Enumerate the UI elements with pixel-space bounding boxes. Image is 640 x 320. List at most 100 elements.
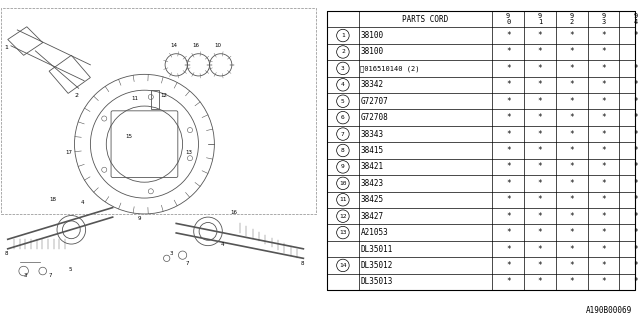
Text: 10: 10 bbox=[339, 181, 347, 186]
Text: *: * bbox=[506, 130, 511, 139]
Text: *: * bbox=[633, 64, 637, 73]
Text: *: * bbox=[538, 228, 542, 237]
Text: *: * bbox=[538, 64, 542, 73]
Text: *: * bbox=[506, 179, 511, 188]
Text: *: * bbox=[601, 179, 606, 188]
Text: *: * bbox=[506, 31, 511, 40]
Text: *: * bbox=[633, 244, 637, 253]
Text: *: * bbox=[538, 179, 542, 188]
Text: *: * bbox=[538, 146, 542, 155]
Text: 3: 3 bbox=[24, 273, 27, 278]
Text: 9
3: 9 3 bbox=[602, 13, 605, 25]
Text: *: * bbox=[570, 163, 574, 172]
Text: 38342: 38342 bbox=[360, 80, 383, 89]
Text: *: * bbox=[601, 97, 606, 106]
Text: 38100: 38100 bbox=[360, 47, 383, 56]
Text: *: * bbox=[633, 97, 637, 106]
Text: *: * bbox=[601, 261, 606, 270]
Text: 11: 11 bbox=[339, 197, 347, 202]
Text: 9
1: 9 1 bbox=[538, 13, 542, 25]
Text: *: * bbox=[570, 212, 574, 221]
Text: 12: 12 bbox=[339, 214, 347, 219]
Text: *: * bbox=[633, 261, 637, 270]
Text: *: * bbox=[633, 179, 637, 188]
Text: *: * bbox=[570, 113, 574, 122]
Text: 4: 4 bbox=[81, 200, 84, 205]
Text: *: * bbox=[570, 277, 574, 286]
Text: *: * bbox=[601, 130, 606, 139]
Text: 1: 1 bbox=[4, 45, 8, 50]
Text: DL35011: DL35011 bbox=[360, 244, 393, 253]
Text: DL35013: DL35013 bbox=[360, 277, 393, 286]
Text: *: * bbox=[570, 97, 574, 106]
Text: 16: 16 bbox=[192, 44, 199, 48]
Text: G72707: G72707 bbox=[360, 97, 388, 106]
Text: *: * bbox=[633, 146, 637, 155]
Text: *: * bbox=[538, 113, 542, 122]
Text: *: * bbox=[570, 31, 574, 40]
Text: *: * bbox=[633, 195, 637, 204]
Text: 8: 8 bbox=[300, 261, 304, 266]
Text: *: * bbox=[570, 244, 574, 253]
Text: 38421: 38421 bbox=[360, 163, 383, 172]
Text: *: * bbox=[633, 80, 637, 89]
Text: *: * bbox=[538, 244, 542, 253]
Text: *: * bbox=[601, 228, 606, 237]
Text: 7: 7 bbox=[186, 261, 189, 266]
Text: *: * bbox=[506, 113, 511, 122]
Text: *: * bbox=[538, 277, 542, 286]
Text: Ⓑ016510140 (2): Ⓑ016510140 (2) bbox=[360, 65, 420, 72]
Text: 5: 5 bbox=[68, 267, 72, 272]
Text: *: * bbox=[570, 130, 574, 139]
Text: 16: 16 bbox=[230, 210, 237, 215]
Text: 4: 4 bbox=[341, 82, 345, 87]
Text: A21053: A21053 bbox=[360, 228, 388, 237]
Text: 9: 9 bbox=[138, 216, 141, 221]
Text: 11: 11 bbox=[132, 96, 139, 101]
Text: 14: 14 bbox=[339, 263, 347, 268]
Text: *: * bbox=[601, 277, 606, 286]
Text: *: * bbox=[570, 261, 574, 270]
Text: 9
2: 9 2 bbox=[570, 13, 574, 25]
Text: *: * bbox=[538, 31, 542, 40]
Text: *: * bbox=[570, 80, 574, 89]
Text: *: * bbox=[506, 47, 511, 56]
Text: *: * bbox=[538, 47, 542, 56]
Text: DL35012: DL35012 bbox=[360, 261, 393, 270]
Text: *: * bbox=[506, 80, 511, 89]
Text: 15: 15 bbox=[125, 134, 132, 139]
Text: *: * bbox=[570, 47, 574, 56]
Text: 9
0: 9 0 bbox=[506, 13, 510, 25]
Text: *: * bbox=[601, 195, 606, 204]
Text: 8: 8 bbox=[341, 148, 345, 153]
Text: 17: 17 bbox=[65, 150, 72, 155]
Text: *: * bbox=[570, 64, 574, 73]
Text: *: * bbox=[538, 163, 542, 172]
Text: 38343: 38343 bbox=[360, 130, 383, 139]
Text: *: * bbox=[601, 113, 606, 122]
Text: 10: 10 bbox=[214, 44, 221, 48]
Text: A190B00069: A190B00069 bbox=[586, 307, 632, 316]
Text: 6: 6 bbox=[341, 115, 345, 120]
Text: *: * bbox=[601, 47, 606, 56]
Text: 38415: 38415 bbox=[360, 146, 383, 155]
Text: 7: 7 bbox=[341, 132, 345, 137]
Text: 2: 2 bbox=[74, 92, 79, 98]
Text: *: * bbox=[570, 146, 574, 155]
Text: *: * bbox=[633, 113, 637, 122]
Text: *: * bbox=[506, 195, 511, 204]
Text: 13: 13 bbox=[186, 150, 193, 155]
Text: 4: 4 bbox=[221, 242, 224, 247]
Text: 18: 18 bbox=[49, 197, 56, 202]
Text: *: * bbox=[538, 130, 542, 139]
Text: *: * bbox=[633, 228, 637, 237]
Text: *: * bbox=[506, 261, 511, 270]
Text: 12: 12 bbox=[161, 92, 167, 98]
Text: *: * bbox=[506, 277, 511, 286]
Text: *: * bbox=[601, 146, 606, 155]
Text: *: * bbox=[538, 261, 542, 270]
Text: 3: 3 bbox=[170, 251, 173, 256]
Text: *: * bbox=[601, 212, 606, 221]
Text: *: * bbox=[601, 163, 606, 172]
Text: 38425: 38425 bbox=[360, 195, 383, 204]
